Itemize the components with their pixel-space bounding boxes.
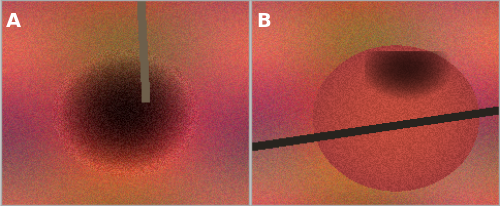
Text: B: B (256, 12, 271, 30)
Text: A: A (6, 12, 22, 30)
